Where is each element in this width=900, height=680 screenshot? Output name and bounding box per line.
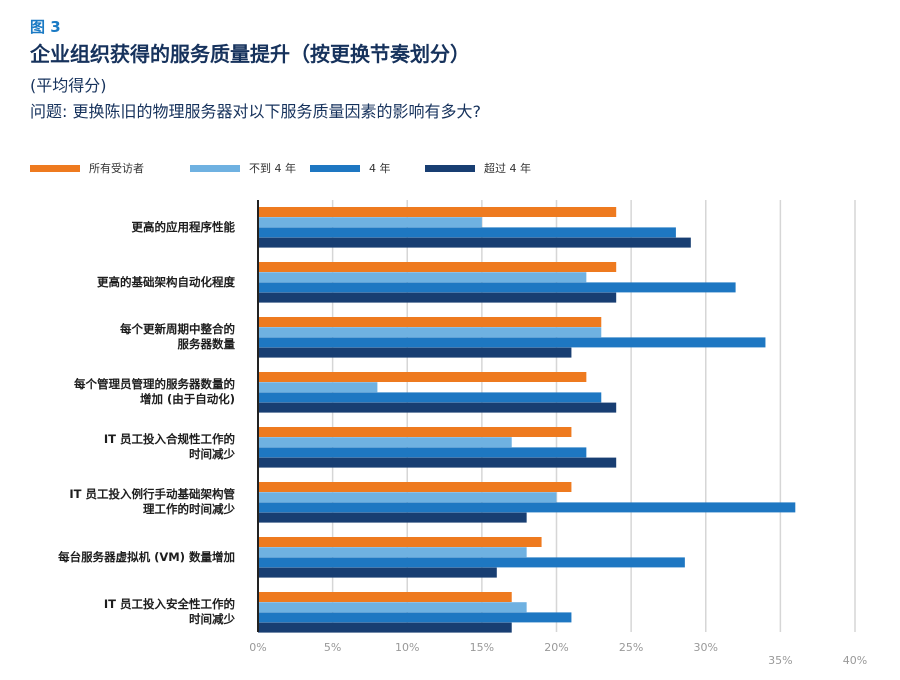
bar-0-0 [258, 207, 617, 217]
bar-1-3 [258, 292, 617, 303]
bar-7-0 [258, 592, 512, 602]
category-label-line: 每台服务器虚拟机 (VM) 数量增加 [58, 549, 235, 564]
x-tick-label: 20% [544, 641, 568, 654]
legend-item-all: 所有受访者 [30, 160, 144, 176]
legend-item-over-4: 超过 4 年 [425, 160, 531, 176]
legend-swatch-all [30, 164, 80, 172]
x-tick-label: 30% [694, 641, 718, 654]
bar-6-2 [258, 557, 685, 568]
legend-label-all: 所有受访者 [89, 162, 144, 175]
bar-2-3 [258, 347, 572, 358]
legend-label-over-4: 超过 4 年 [484, 162, 531, 175]
bar-1-1 [258, 272, 587, 283]
legend-label-under-4: 不到 4 年 [249, 162, 296, 175]
category-label: IT 员工投入合规性工作的 时间减少 [20, 423, 235, 472]
bar-5-2 [258, 502, 796, 513]
category-label-line: 服务器数量 [177, 337, 236, 352]
bar-5-3 [258, 512, 527, 523]
category-label: 更高的应用程序性能 [20, 203, 236, 252]
bar-7-2 [258, 612, 572, 623]
bar-1-0 [258, 262, 617, 272]
legend-item-4: 4 年 [310, 160, 391, 176]
category-label-line: 每个管理员管理的服务器数量的 [74, 377, 235, 392]
category-label-line: 更高的应用程序性能 [131, 219, 236, 234]
x-tick-label: 40% [843, 654, 867, 667]
bar-4-0 [258, 427, 572, 437]
bar-2-0 [258, 317, 602, 327]
category-label-line: 时间减少 [189, 612, 235, 627]
category-label-line: IT 员工投入例行手动基础架构管 [69, 487, 235, 502]
bar-0-2 [258, 227, 676, 238]
chart-subtitle: (平均得分) [30, 76, 107, 95]
legend: 所有受访者 不到 4 年 4 年 超过 4 年 [0, 160, 900, 180]
x-tick-label: 35% [768, 654, 792, 667]
bar-2-1 [258, 327, 602, 338]
bar-4-3 [258, 457, 617, 468]
category-label: IT 员工投入例行手动基础架构管 理工作的时间减少 [20, 478, 235, 527]
x-tick-label: 0% [249, 641, 266, 654]
category-label-line: IT 员工投入安全性工作的 [103, 597, 235, 612]
legend-label-4: 4 年 [369, 162, 391, 175]
legend-swatch-4 [310, 164, 360, 172]
legend-swatch-over-4 [425, 164, 475, 172]
category-label-line: 时间减少 [189, 447, 235, 462]
bar-6-0 [258, 537, 542, 547]
x-tick-label: 25% [619, 641, 643, 654]
category-label: 每个管理员管理的服务器数量的 增加 (由于自动化) [20, 368, 235, 417]
bar-2-2 [258, 337, 766, 348]
x-tick-label: 10% [395, 641, 419, 654]
x-tick-label: 15% [470, 641, 494, 654]
bar-3-3 [258, 402, 617, 413]
bar-1-2 [258, 282, 736, 293]
category-label-line: 更高的基础架构自动化程度 [97, 274, 235, 289]
bar-7-1 [258, 602, 527, 613]
bar-6-1 [258, 547, 527, 558]
bar-3-2 [258, 392, 602, 403]
bar-0-1 [258, 217, 482, 228]
bar-6-3 [258, 567, 497, 578]
category-label-line: 每个更新周期中整合的 [120, 322, 235, 337]
category-label-line: IT 员工投入合规性工作的 [103, 432, 235, 447]
bar-7-3 [258, 622, 512, 633]
bar-4-2 [258, 447, 587, 458]
survey-question: 问题: 更换陈旧的物理服务器对以下服务质量因素的影响有多大? [30, 102, 481, 121]
category-label: 更高的基础架构自动化程度 [20, 258, 235, 307]
figure-label: 图 3 [30, 18, 61, 36]
bar-3-0 [258, 372, 587, 382]
x-tick-label: 5% [324, 641, 341, 654]
chart-title: 企业组织获得的服务质量提升（按更换节奏划分） [30, 42, 470, 66]
bar-4-1 [258, 437, 512, 448]
bar-5-0 [258, 482, 572, 492]
bar-0-3 [258, 237, 691, 248]
legend-swatch-under-4 [190, 164, 240, 172]
category-label: IT 员工投入安全性工作的 时间减少 [20, 588, 235, 637]
category-label: 每个更新周期中整合的 服务器数量 [20, 313, 235, 362]
category-label-line: 理工作的时间减少 [143, 502, 235, 517]
category-label-line: 增加 (由于自动化) [139, 392, 235, 407]
bar-5-1 [258, 492, 557, 503]
category-label: 每台服务器虚拟机 (VM) 数量增加 [20, 533, 235, 582]
legend-item-under-4: 不到 4 年 [190, 160, 296, 176]
bar-3-1 [258, 382, 378, 393]
